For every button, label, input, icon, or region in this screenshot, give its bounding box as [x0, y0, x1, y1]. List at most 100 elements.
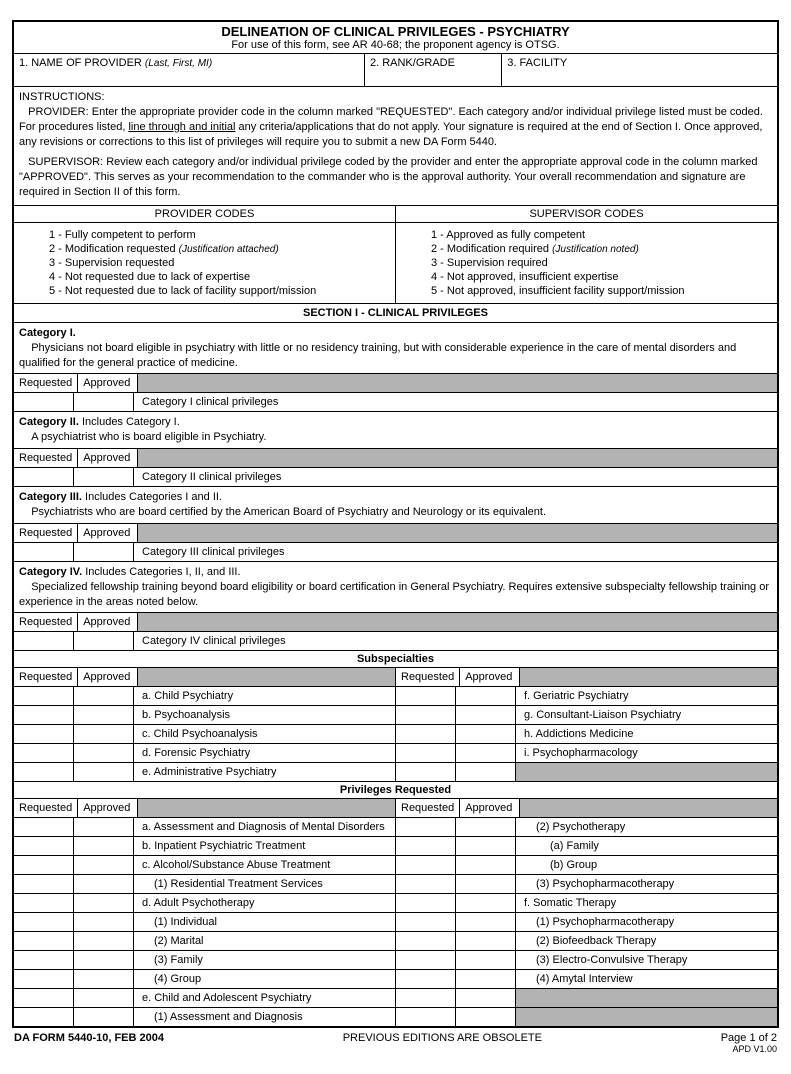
- privilege-row: Category III clinical privileges: [14, 543, 777, 562]
- requested-cell[interactable]: [14, 687, 74, 705]
- requested-cell[interactable]: [14, 763, 74, 781]
- privreq-label: (3) Family: [134, 951, 395, 969]
- requested-cell[interactable]: [14, 837, 74, 855]
- privilege-label: Category III clinical privileges: [134, 543, 777, 561]
- requested-cell[interactable]: [14, 468, 74, 486]
- requested-cell[interactable]: [396, 989, 456, 1007]
- privreq-row: (1) Residential Treatment Services(3) Ps…: [14, 875, 777, 894]
- requested-cell[interactable]: [396, 894, 456, 912]
- approved-cell[interactable]: [456, 894, 516, 912]
- approved-cell[interactable]: [456, 856, 516, 874]
- approved-cell[interactable]: [74, 894, 134, 912]
- codes-header-row: PROVIDER CODES SUPERVISOR CODES: [14, 206, 777, 223]
- approved-cell[interactable]: [74, 818, 134, 836]
- field-name-provider[interactable]: 1. NAME OF PROVIDER (Last, First, MI): [14, 54, 365, 86]
- approved-cell[interactable]: [456, 875, 516, 893]
- approved-cell[interactable]: [74, 951, 134, 969]
- approved-cell[interactable]: [456, 837, 516, 855]
- subspec-row: e. Administrative Psychiatry: [14, 763, 777, 782]
- approved-cell[interactable]: [74, 875, 134, 893]
- privilege-label: Category I clinical privileges: [134, 393, 777, 411]
- approved-cell[interactable]: [74, 632, 134, 650]
- approved-cell[interactable]: [456, 818, 516, 836]
- approved-cell[interactable]: [74, 913, 134, 931]
- approved-cell[interactable]: [456, 725, 516, 743]
- field-rank-grade[interactable]: 2. RANK/GRADE: [365, 54, 502, 86]
- approved-cell[interactable]: [456, 970, 516, 988]
- approved-cell[interactable]: [456, 932, 516, 950]
- supervisor-codes-head: SUPERVISOR CODES: [396, 206, 777, 223]
- requested-cell[interactable]: [14, 706, 74, 724]
- requested-cell[interactable]: [396, 932, 456, 950]
- approved-cell[interactable]: [74, 744, 134, 762]
- privreq-row: e. Child and Adolescent Psychiatry: [14, 989, 777, 1008]
- approved-cell[interactable]: [74, 706, 134, 724]
- requested-cell[interactable]: [396, 875, 456, 893]
- requested-cell[interactable]: [14, 543, 74, 561]
- approved-cell[interactable]: [456, 744, 516, 762]
- requested-cell[interactable]: [14, 932, 74, 950]
- privreq-row: c. Alcohol/Substance Abuse Treatment(b) …: [14, 856, 777, 875]
- approved-cell[interactable]: [74, 687, 134, 705]
- approved-cell[interactable]: [74, 763, 134, 781]
- requested-cell[interactable]: [14, 725, 74, 743]
- requested-cell[interactable]: [396, 818, 456, 836]
- approved-label: Approved: [78, 668, 138, 686]
- requested-cell[interactable]: [396, 913, 456, 931]
- approved-cell[interactable]: [456, 763, 516, 781]
- approved-cell[interactable]: [74, 970, 134, 988]
- approved-cell[interactable]: [456, 687, 516, 705]
- supervisor-code-1: 1 - Approved as fully competent: [431, 228, 772, 242]
- requested-cell[interactable]: [396, 970, 456, 988]
- privreq-label: (b) Group: [516, 856, 777, 874]
- title-block: DELINEATION OF CLINICAL PRIVILEGES - PSY…: [14, 22, 777, 54]
- requested-cell[interactable]: [396, 856, 456, 874]
- approved-label: Approved: [78, 799, 138, 817]
- requested-cell[interactable]: [14, 632, 74, 650]
- subspec-label: d. Forensic Psychiatry: [134, 744, 395, 762]
- field-facility[interactable]: 3. FACILITY: [502, 54, 777, 86]
- category-description: Category II. Includes Category I. A psyc…: [14, 412, 777, 449]
- requested-cell[interactable]: [14, 744, 74, 762]
- requested-cell[interactable]: [14, 894, 74, 912]
- approved-cell[interactable]: [74, 468, 134, 486]
- privreq-row: (3) Family (3) Electro-Convulsive Therapy: [14, 951, 777, 970]
- subspec-row: a. Child Psychiatryf. Geriatric Psychiat…: [14, 687, 777, 706]
- privreq-label: (1) Residential Treatment Services: [134, 875, 395, 893]
- approved-cell[interactable]: [74, 543, 134, 561]
- requested-cell[interactable]: [14, 818, 74, 836]
- approved-cell[interactable]: [456, 913, 516, 931]
- approved-cell[interactable]: [456, 706, 516, 724]
- requested-cell[interactable]: [396, 706, 456, 724]
- requested-cell[interactable]: [14, 989, 74, 1007]
- requested-cell[interactable]: [396, 763, 456, 781]
- requested-cell[interactable]: [396, 687, 456, 705]
- approved-cell[interactable]: [456, 989, 516, 1007]
- privreq-label: (3) Electro-Convulsive Therapy: [516, 951, 777, 969]
- requested-cell[interactable]: [14, 875, 74, 893]
- requested-cell[interactable]: [14, 951, 74, 969]
- requested-cell[interactable]: [396, 951, 456, 969]
- approved-cell[interactable]: [74, 856, 134, 874]
- approved-cell[interactable]: [74, 725, 134, 743]
- privreq-header: Privileges Requested: [14, 782, 777, 799]
- approved-cell[interactable]: [74, 393, 134, 411]
- privreq-label: d. Adult Psychotherapy: [134, 894, 395, 912]
- provider-code-1: 1 - Fully competent to perform: [49, 228, 390, 242]
- requested-cell[interactable]: [396, 744, 456, 762]
- approved-cell[interactable]: [74, 837, 134, 855]
- privreq-row: (1) Individual(1) Psychopharmacotherapy: [14, 913, 777, 932]
- requested-cell[interactable]: [14, 856, 74, 874]
- requested-cell[interactable]: [14, 970, 74, 988]
- approved-cell[interactable]: [456, 951, 516, 969]
- supervisor-codes-col: 1 - Approved as fully competent 2 - Modi…: [396, 223, 777, 303]
- requested-cell[interactable]: [396, 725, 456, 743]
- footer-right: Page 1 of 2 APD V1.00: [721, 1032, 777, 1054]
- approved-cell[interactable]: [74, 989, 134, 1007]
- requested-cell[interactable]: [396, 837, 456, 855]
- page-footer: DA FORM 5440-10, FEB 2004 PREVIOUS EDITI…: [12, 1028, 779, 1054]
- approved-cell[interactable]: [74, 932, 134, 950]
- supervisor-code-4: 4 - Not approved, insufficient expertise: [431, 270, 772, 284]
- requested-cell[interactable]: [14, 913, 74, 931]
- requested-cell[interactable]: [14, 393, 74, 411]
